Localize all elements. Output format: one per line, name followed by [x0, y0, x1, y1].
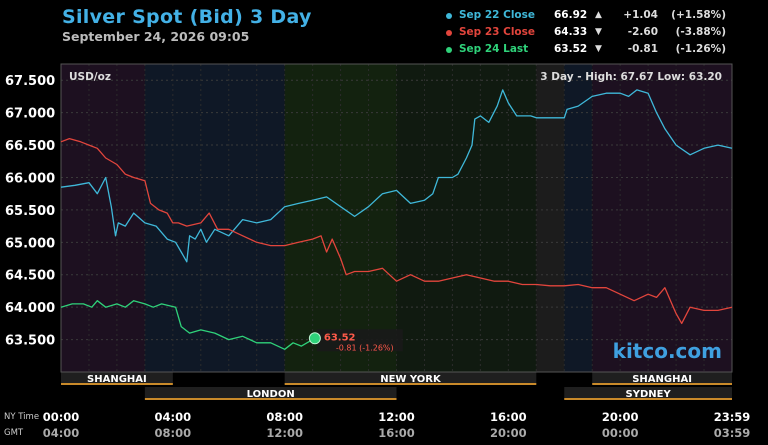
timezone-label-ny: NY Time: [4, 412, 39, 422]
legend-percent: (+1.58%): [671, 9, 726, 21]
x-tick-label-ny: 16:00: [490, 410, 527, 424]
down-arrow-icon: ▼: [595, 27, 602, 37]
chart-title: Silver Spot (Bid) 3 Day: [62, 6, 312, 28]
y-tick-label: 65.000: [5, 236, 55, 251]
session-top-3-band: [592, 372, 732, 384]
timezone-label-gmt: GMT: [4, 428, 24, 438]
legend-name: Sep 24 Last: [459, 43, 529, 55]
x-tick-label-gmt: 08:00: [155, 426, 192, 440]
x-tick-label-gmt: 16:00: [378, 426, 415, 440]
session-top-2-band: [284, 372, 537, 384]
down-arrow-icon: ▼: [595, 44, 602, 54]
session-bottom-1-band: [144, 387, 397, 399]
legend-dot: [446, 13, 452, 19]
y-tick-label: 66.000: [5, 171, 55, 186]
session-top-1-label: SHANGHAI: [87, 374, 147, 385]
x-tick-label-ny: 23:59: [714, 410, 751, 424]
last-point-marker: [308, 332, 321, 345]
unit-label: USD/oz: [69, 71, 111, 83]
session-bottom-1-label: LONDON: [247, 389, 295, 400]
series-line-2: [60, 137, 733, 325]
x-tick-label-ny: 08:00: [266, 410, 303, 424]
x-tick-label-gmt: 12:00: [266, 426, 303, 440]
x-tick-label-gmt: 04:00: [43, 426, 80, 440]
x-tick-label-gmt: 20:00: [490, 426, 527, 440]
y-tick-label: 65.500: [5, 204, 55, 219]
x-tick-label-ny: 04:00: [155, 410, 192, 424]
legend-percent: (-3.88%): [675, 26, 726, 38]
last-value-label: 63.52: [324, 332, 356, 343]
x-tick-label-ny: 12:00: [378, 410, 415, 424]
legend-name: Sep 22 Close: [459, 9, 536, 21]
series-line-3: [60, 300, 316, 350]
watermark-logo: kitco.com: [613, 339, 722, 363]
shade-closed: [536, 64, 565, 372]
shade-london: [144, 64, 285, 372]
range-label: 3 Day - High: 67.67 Low: 63.20: [540, 71, 722, 83]
y-tick-label: 63.500: [5, 334, 55, 349]
legend-change: -0.81: [627, 43, 658, 55]
y-tick-label: 67.000: [5, 107, 55, 122]
session-top-1-band: [61, 372, 173, 384]
up-arrow-icon: ▲: [595, 10, 602, 20]
shade-asia-2: [592, 64, 732, 372]
legend-item-sep22: Sep 22 Close 66.92 ▲ +1.04 (+1.58%): [446, 9, 736, 26]
series-line-1: [60, 89, 733, 263]
legend-dot: [446, 47, 452, 53]
session-bottom-2-label: SYDNEY: [626, 389, 672, 400]
x-tick-label-gmt: 03:59: [714, 426, 751, 440]
legend: Sep 22 Close 66.92 ▲ +1.04 (+1.58%) Sep …: [446, 9, 736, 60]
legend-item-sep24: Sep 24 Last 63.52 ▼ -0.81 (-1.26%): [446, 43, 736, 60]
y-tick-label: 67.500: [5, 74, 55, 89]
chart-subtitle: September 24, 2026 09:05: [62, 29, 250, 44]
legend-percent: (-1.26%): [675, 43, 726, 55]
shade-asia: [61, 64, 145, 372]
legend-value: 63.52: [554, 43, 588, 55]
legend-item-sep23: Sep 23 Close 64.33 ▼ -2.60 (-3.88%): [446, 26, 736, 43]
session-top-2-label: NEW YORK: [380, 374, 442, 385]
session-top-3-label: SHANGHAI: [632, 374, 692, 385]
x-tick-label-ny: 00:00: [43, 410, 80, 424]
shade-newyork: [396, 64, 537, 372]
legend-dot: [446, 30, 452, 36]
y-tick-label: 66.500: [5, 139, 55, 154]
y-tick-label: 64.500: [5, 269, 55, 284]
session-bottom-2-band: [564, 387, 732, 399]
plot-frame: [60, 63, 733, 373]
x-tick-label-gmt: 00:00: [602, 426, 639, 440]
last-value-box: [316, 329, 403, 352]
shade-sydney: [564, 64, 593, 372]
x-tick-label-ny: 20:00: [602, 410, 639, 424]
last-change-label: -0.81 (-1.26%): [336, 343, 394, 352]
y-tick-label: 64.000: [5, 301, 55, 316]
legend-change: -2.60: [627, 26, 658, 38]
legend-change: +1.04: [623, 9, 658, 21]
legend-name: Sep 23 Close: [459, 26, 536, 38]
legend-value: 66.92: [554, 9, 588, 21]
legend-value: 64.33: [554, 26, 588, 38]
